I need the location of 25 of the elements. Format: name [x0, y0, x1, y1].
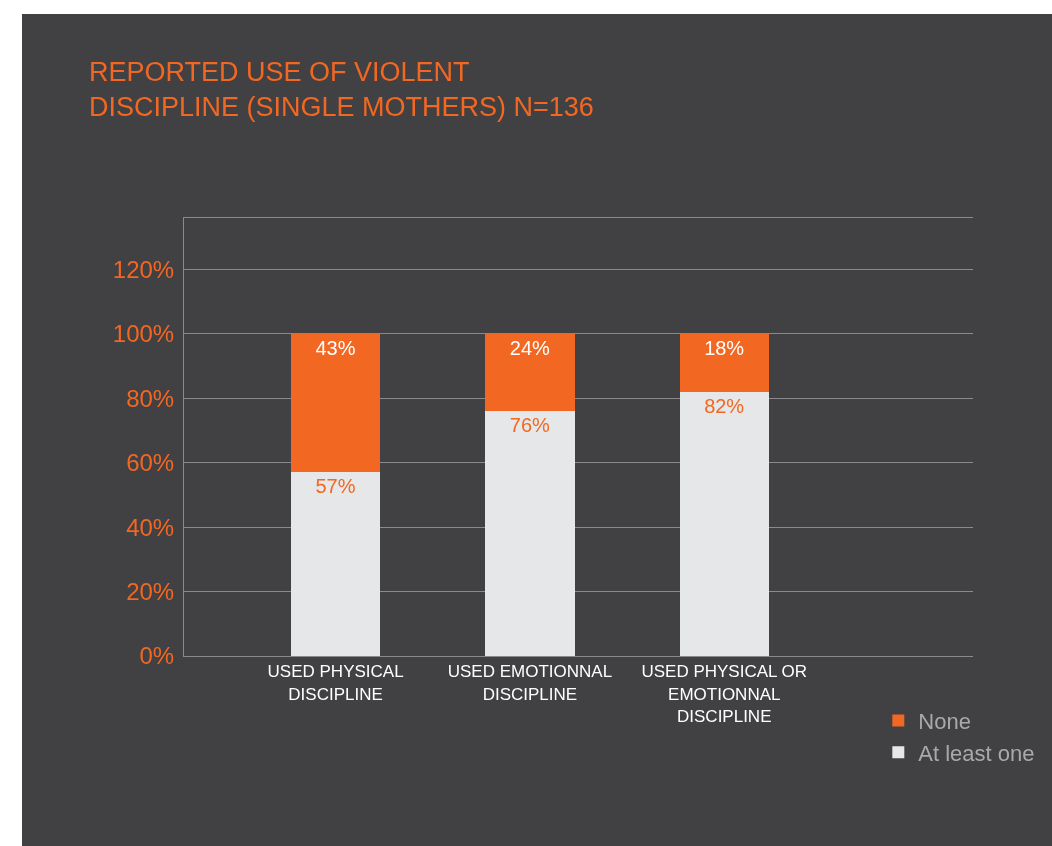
legend-label: At least one — [918, 740, 1035, 766]
chart-title: REPORTED USE OF VIOLENT DISCIPLINE (SINGLE MOTHERS) N=136 — [88, 56, 594, 122]
x-tick-label: USED PHYSICAL DISCIPLINE — [267, 662, 404, 704]
bar — [485, 411, 575, 656]
x-tick-label: USED EMOTIONNAL DISCIPLINE — [447, 662, 613, 704]
y-tick-label: 100% — [112, 320, 175, 348]
y-tick-label: 40% — [126, 513, 175, 541]
data-label: 24% — [509, 336, 551, 359]
data-label: 82% — [704, 394, 745, 417]
x-tick-label: USED PHYSICAL OR EMOTIONNAL DISCIPLINE — [641, 662, 808, 726]
bar — [290, 333, 381, 473]
bar — [290, 472, 381, 656]
y-tick-label: 120% — [112, 255, 175, 283]
data-label: 57% — [315, 475, 356, 498]
legend-label: None — [918, 709, 971, 735]
y-tick-label: 0% — [139, 642, 175, 670]
data-label: 43% — [315, 336, 356, 359]
y-tick-label: 60% — [126, 449, 175, 477]
bar — [679, 333, 769, 392]
y-tick-label: 80% — [126, 384, 175, 412]
bar — [679, 391, 769, 656]
bar — [485, 333, 575, 412]
y-tick-label: 20% — [126, 577, 175, 605]
data-label: 18% — [704, 336, 745, 359]
data-label: 76% — [509, 414, 551, 437]
